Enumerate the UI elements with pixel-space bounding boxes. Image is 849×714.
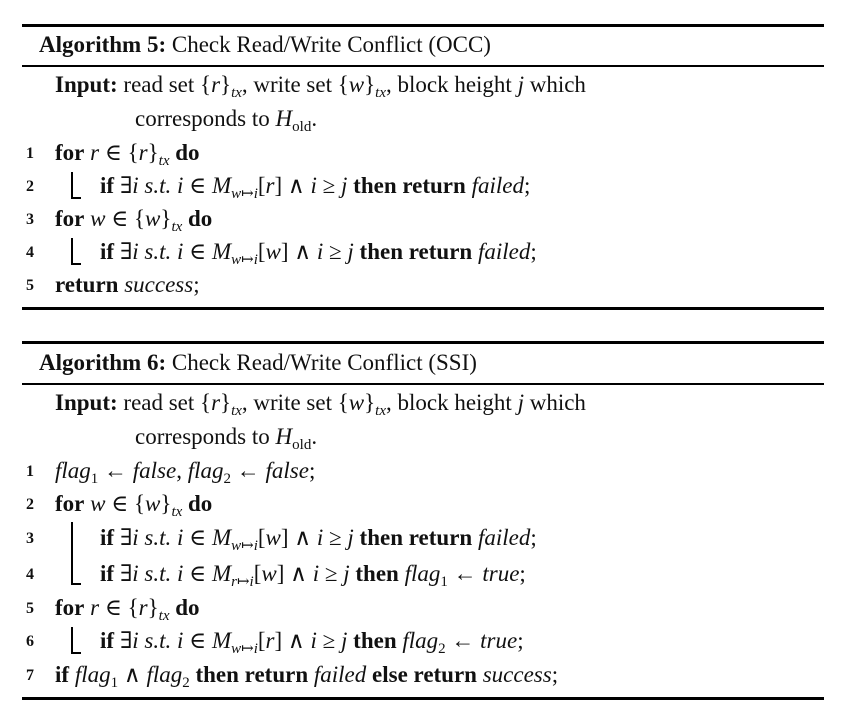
line-number: 4	[26, 566, 34, 583]
input-line-1: Input: read set {r}tx, write set {w}tx, …	[55, 72, 586, 101]
check-write-map-write: if ∃i s.t. i ∈ Mw↦i[w] ∧ i ≥ j then retu…	[100, 239, 537, 268]
block-bar	[71, 172, 73, 198]
line-number: 2	[26, 178, 34, 195]
line-number: 7	[26, 667, 34, 684]
caption-rule	[22, 383, 824, 385]
input-line-2: corresponds to Hold.	[135, 106, 318, 135]
caption-label: Algorithm 6:	[39, 350, 167, 375]
block-bar-end	[71, 197, 81, 199]
line-number: 5	[26, 277, 34, 294]
check-write-map-read: if ∃i s.t. i ∈ Mw↦i[r] ∧ i ≥ j then retu…	[100, 173, 531, 202]
for-loop-read-set: for r ∈ {r}tx do	[55, 595, 200, 624]
line-number: 3	[26, 530, 34, 547]
check-write-map-read: if ∃i s.t. i ∈ Mw↦i[r] ∧ i ≥ j then flag…	[100, 628, 524, 657]
block-bar-end	[71, 263, 81, 265]
block-bar-end	[71, 652, 81, 654]
flag-initialization: flag1 ← false, flag2 ← false;	[55, 458, 316, 487]
line-number: 1	[26, 145, 34, 162]
line-number: 6	[26, 633, 34, 650]
line-number: 1	[26, 463, 34, 480]
top-rule	[22, 341, 824, 344]
input-line-2: corresponds to Hold.	[135, 424, 318, 453]
line-number: 5	[26, 600, 34, 617]
algorithm-caption: Algorithm 6: Check Read/Write Conflict (…	[39, 350, 477, 376]
block-bar	[71, 238, 73, 264]
caption-rule	[22, 65, 824, 67]
bottom-rule	[22, 307, 824, 310]
line-number: 4	[26, 244, 34, 261]
for-loop-write-set: for w ∈ {w}tx do	[55, 206, 213, 235]
input-label: Input:	[55, 390, 118, 415]
block-bar-end	[71, 583, 81, 585]
for-loop-write-set: for w ∈ {w}tx do	[55, 491, 213, 520]
input-label: Input:	[55, 72, 118, 97]
return-success: return success;	[55, 272, 200, 297]
line-number: 3	[26, 211, 34, 228]
final-return: if flag1 ∧ flag2 then return failed else…	[55, 662, 559, 691]
top-rule	[22, 24, 824, 27]
block-bar	[71, 627, 73, 653]
check-write-map-write: if ∃i s.t. i ∈ Mw↦i[w] ∧ i ≥ j then retu…	[100, 525, 537, 554]
algorithm-caption: Algorithm 5: Check Read/Write Conflict (…	[39, 32, 491, 58]
line-number: 2	[26, 496, 34, 513]
bottom-rule	[22, 697, 824, 700]
check-read-map-write: if ∃i s.t. i ∈ Mr↦i[w] ∧ i ≥ j then flag…	[100, 561, 526, 590]
caption-title: Check Read/Write Conflict (SSI)	[171, 350, 477, 375]
caption-title: Check Read/Write Conflict (OCC)	[171, 32, 491, 57]
for-loop-read-set: for r ∈ {r}tx do	[55, 140, 200, 169]
caption-label: Algorithm 5:	[39, 32, 167, 57]
block-bar	[71, 522, 73, 584]
input-line-1: Input: read set {r}tx, write set {w}tx, …	[55, 390, 586, 419]
